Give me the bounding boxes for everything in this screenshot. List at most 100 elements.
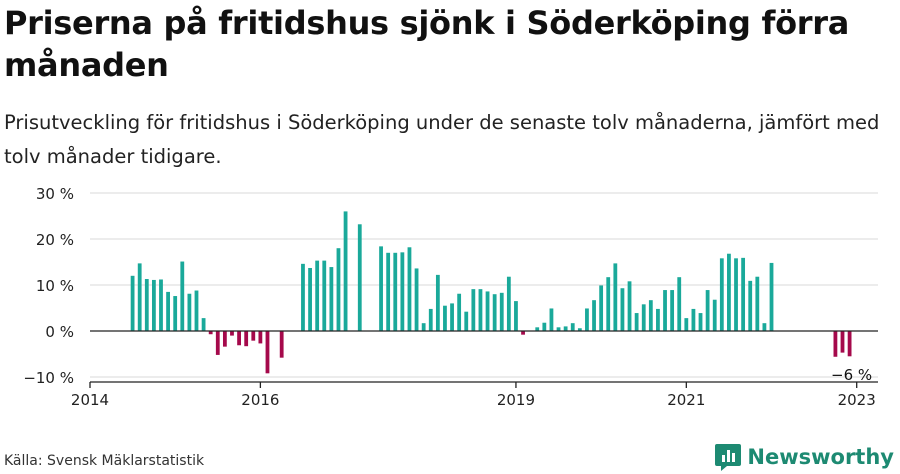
- bar: [606, 277, 611, 331]
- bar: [670, 290, 675, 331]
- bar: [322, 260, 327, 331]
- x-tick-label: 2019: [497, 391, 535, 409]
- bar: [748, 280, 753, 331]
- bar: [336, 248, 341, 331]
- bar: [208, 331, 213, 335]
- bar: [251, 331, 256, 341]
- bar: [691, 308, 696, 331]
- y-tick-label: 10 %: [36, 277, 74, 295]
- bar: [634, 313, 639, 331]
- x-tick-label: 2021: [667, 391, 705, 409]
- bar: [279, 331, 284, 358]
- bar: [308, 267, 312, 331]
- bar: [315, 260, 320, 331]
- bar: [833, 331, 838, 357]
- bar: [407, 247, 412, 331]
- newsworthy-logo-icon: [715, 444, 742, 471]
- bar: [414, 268, 419, 331]
- bar: [840, 331, 845, 353]
- bar: [343, 211, 348, 331]
- bar: [421, 323, 426, 331]
- bar: [705, 290, 710, 331]
- bar: [684, 318, 689, 331]
- bar-chart: 30 % 20 % 10 % 0 % −10 % 2014 2016 2019 2021 2023…: [23, 185, 878, 409]
- bar: [244, 331, 249, 347]
- bar: [443, 305, 447, 331]
- bar: [180, 261, 185, 331]
- bar: [450, 303, 454, 331]
- bar: [393, 252, 398, 331]
- bar: [435, 274, 440, 331]
- bar: [535, 327, 540, 331]
- chart-title: Priserna på fritidshus sjönk i Söderköpi…: [4, 4, 850, 84]
- latest-value-label: −6 %: [831, 366, 872, 384]
- bar: [712, 299, 717, 331]
- bar: [400, 252, 405, 331]
- bar: [613, 263, 618, 331]
- bar: [585, 308, 589, 331]
- bar: [222, 331, 227, 347]
- bar: [237, 331, 241, 346]
- bar: [577, 328, 582, 331]
- bar: [386, 252, 391, 331]
- bar: [663, 290, 667, 331]
- y-tick-label: 20 %: [36, 231, 74, 249]
- bar: [656, 308, 660, 331]
- x-tick-label: 2023: [838, 391, 876, 409]
- bar: [329, 267, 334, 331]
- bar: [755, 276, 760, 331]
- bar: [201, 318, 206, 331]
- x-tick-label: 2016: [241, 391, 279, 409]
- bar: [151, 279, 156, 331]
- bar: [492, 294, 497, 331]
- bar: [620, 288, 625, 331]
- bar: [471, 289, 476, 331]
- y-tick-label: −10 %: [23, 369, 74, 387]
- bar: [130, 275, 135, 331]
- bar: [542, 322, 547, 331]
- bar: [230, 331, 234, 336]
- bar: [215, 331, 220, 355]
- bar: [478, 289, 483, 331]
- bar: [379, 246, 383, 331]
- bar: [144, 279, 149, 331]
- chart-subtitle: Prisutveckling för fritidshus i Söderköp…: [4, 111, 880, 168]
- bar: [741, 257, 746, 331]
- bar: [301, 263, 305, 331]
- y-tick-label: 0 %: [45, 323, 74, 341]
- bar: [719, 258, 724, 331]
- bar: [727, 253, 731, 331]
- bar: [648, 300, 653, 331]
- bar: [173, 296, 178, 331]
- bar: [187, 293, 192, 331]
- bar: [357, 224, 362, 331]
- bar: [556, 327, 561, 331]
- source-note: Källa: Svensk Mäklarstatistik: [4, 453, 205, 469]
- bar: [599, 285, 604, 331]
- bar: [641, 304, 646, 331]
- bar: [734, 258, 738, 331]
- bar: [549, 308, 554, 331]
- bar: [137, 263, 142, 331]
- bar: [166, 291, 170, 331]
- brand-name: Newsworthy: [747, 445, 894, 469]
- bar: [570, 323, 575, 331]
- bar: [265, 331, 270, 374]
- brand-logo: Newsworthy: [715, 442, 894, 472]
- bar: [159, 279, 163, 331]
- y-tick-label: 30 %: [36, 185, 74, 203]
- bar: [428, 308, 433, 331]
- bar: [485, 291, 490, 331]
- bar: [194, 290, 199, 331]
- bar: [847, 331, 852, 357]
- bar: [592, 300, 596, 331]
- bar: [698, 313, 703, 331]
- bar: [762, 323, 767, 331]
- bar: [677, 277, 682, 331]
- bar: [457, 293, 462, 331]
- bar: [627, 281, 632, 331]
- bar: [514, 301, 518, 331]
- bar: [521, 331, 525, 335]
- bar: [258, 331, 263, 344]
- bar: [769, 262, 774, 331]
